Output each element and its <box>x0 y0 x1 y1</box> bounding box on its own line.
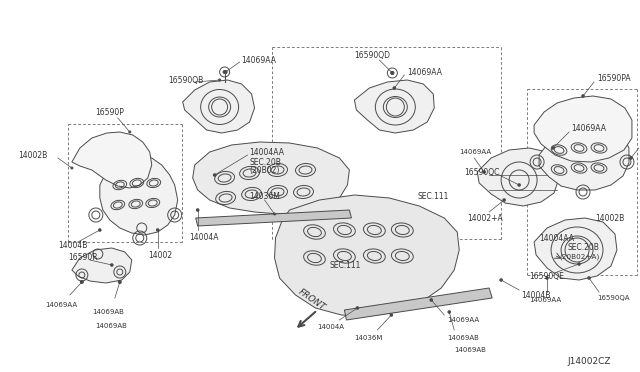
Text: 14036M: 14036M <box>355 335 383 341</box>
Text: 14069AB: 14069AB <box>95 323 127 329</box>
Text: 14069AA: 14069AA <box>407 67 442 77</box>
Polygon shape <box>193 142 349 214</box>
Circle shape <box>118 280 122 284</box>
Circle shape <box>390 71 394 75</box>
Circle shape <box>70 167 74 170</box>
Circle shape <box>581 94 585 98</box>
Text: 14002B: 14002B <box>18 151 47 160</box>
Circle shape <box>390 71 394 75</box>
Circle shape <box>483 170 486 174</box>
Circle shape <box>213 173 216 177</box>
Text: 16590PA: 16590PA <box>597 74 630 83</box>
Circle shape <box>517 183 521 187</box>
Circle shape <box>545 276 549 280</box>
Circle shape <box>447 310 451 314</box>
Polygon shape <box>72 132 152 188</box>
Text: 14004B: 14004B <box>521 291 550 299</box>
Circle shape <box>588 276 591 280</box>
Circle shape <box>110 263 114 267</box>
Circle shape <box>223 70 227 74</box>
Text: SEC.111: SEC.111 <box>330 260 361 269</box>
Circle shape <box>80 280 84 284</box>
Circle shape <box>499 278 503 282</box>
Text: 14004B: 14004B <box>58 241 87 250</box>
Text: 14004A: 14004A <box>317 324 344 330</box>
Circle shape <box>356 306 359 310</box>
Text: 14004A: 14004A <box>189 232 219 241</box>
Polygon shape <box>477 148 559 206</box>
Text: 16590P: 16590P <box>95 108 124 116</box>
Circle shape <box>629 156 633 160</box>
Polygon shape <box>534 218 617 280</box>
Text: 14002B: 14002B <box>595 214 624 222</box>
Circle shape <box>196 208 200 212</box>
Text: 14069AA: 14069AA <box>571 124 606 132</box>
Text: 14069AA: 14069AA <box>529 297 561 303</box>
Text: SEC.20B: SEC.20B <box>250 157 282 167</box>
Text: (20B02): (20B02) <box>250 166 280 174</box>
Text: 16590QB: 16590QB <box>168 76 203 84</box>
Circle shape <box>98 228 102 232</box>
Polygon shape <box>355 80 435 133</box>
Text: 14002+A: 14002+A <box>467 214 503 222</box>
Circle shape <box>223 70 228 74</box>
Circle shape <box>273 212 276 215</box>
Polygon shape <box>182 80 255 133</box>
Text: 16590QA: 16590QA <box>597 295 630 301</box>
Polygon shape <box>196 210 351 226</box>
Circle shape <box>551 146 555 150</box>
Text: 14069AB: 14069AB <box>454 347 486 353</box>
Text: 14069AA: 14069AA <box>447 317 479 323</box>
Text: 16590R: 16590R <box>68 253 97 262</box>
Text: 16590QC: 16590QC <box>464 167 500 176</box>
Text: 14069AB: 14069AB <box>92 309 124 315</box>
Circle shape <box>577 262 581 266</box>
Text: 14069AA: 14069AA <box>241 55 276 64</box>
Text: SEC.20B: SEC.20B <box>567 244 599 253</box>
Text: FRONT: FRONT <box>296 288 326 312</box>
Polygon shape <box>275 195 460 316</box>
Polygon shape <box>344 288 492 320</box>
Circle shape <box>218 78 221 81</box>
Text: 14069AA: 14069AA <box>460 149 492 155</box>
Circle shape <box>429 298 433 302</box>
Text: J14002CZ: J14002CZ <box>567 357 611 366</box>
Circle shape <box>390 313 393 317</box>
Text: 14036M: 14036M <box>250 192 280 201</box>
Polygon shape <box>534 96 632 162</box>
Text: SEC.111: SEC.111 <box>417 192 449 201</box>
Polygon shape <box>539 124 629 190</box>
Text: 14002: 14002 <box>148 250 172 260</box>
Circle shape <box>392 86 396 90</box>
Polygon shape <box>72 248 132 283</box>
Text: 14069AB: 14069AB <box>447 335 479 341</box>
Text: 14004AA: 14004AA <box>250 148 285 157</box>
Circle shape <box>156 228 159 232</box>
Text: 16590QD: 16590QD <box>355 51 390 60</box>
Text: 14004AA: 14004AA <box>539 234 574 243</box>
Text: 16590QE: 16590QE <box>529 273 564 282</box>
Text: 14069AA: 14069AA <box>45 302 77 308</box>
Circle shape <box>502 198 506 202</box>
Circle shape <box>390 71 394 75</box>
Text: (20B02+A): (20B02+A) <box>559 254 599 260</box>
Polygon shape <box>100 155 178 235</box>
Circle shape <box>128 131 131 134</box>
